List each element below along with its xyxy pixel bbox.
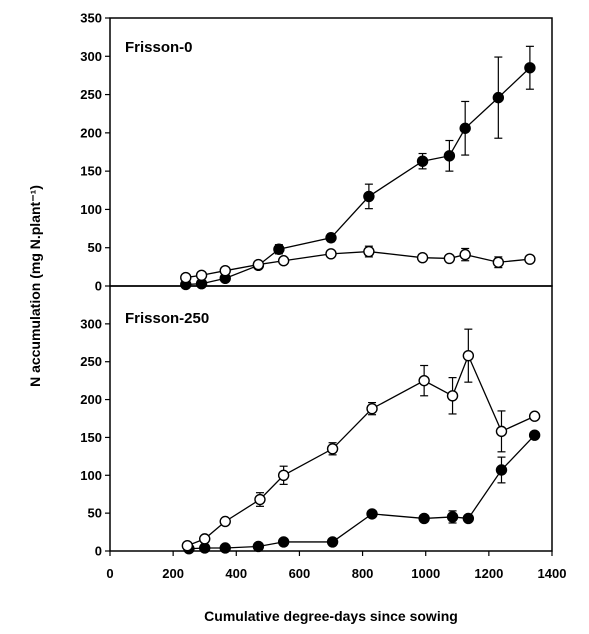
y-tick-label: 200 (80, 392, 102, 407)
data-point-open (446, 390, 459, 402)
data-point-filled (524, 62, 536, 74)
data-point-open (219, 515, 231, 528)
data-point-filled (219, 542, 231, 554)
y-tick-label: 300 (80, 49, 102, 64)
data-point-filled (416, 155, 429, 167)
data-point-open (254, 493, 266, 506)
data-point-open (277, 469, 290, 481)
labels-layer: Frisson-0 Frisson-250 Cumulative degree-… (27, 11, 566, 625)
panel-title-top: Frisson-0 (125, 39, 193, 56)
y-tick-label: 50 (88, 240, 102, 255)
data-point-filled (418, 512, 430, 525)
data-point-open (418, 374, 430, 387)
x-tick-label: 800 (352, 566, 374, 581)
plot-frame-1 (109, 285, 553, 552)
y-tick-label: 350 (80, 11, 102, 26)
data-point-filled (366, 508, 378, 520)
y-tick-label: 250 (80, 87, 102, 102)
y-tick-label: 150 (80, 164, 102, 179)
y-tick-label: 0 (95, 544, 102, 559)
data-point-open (252, 258, 265, 271)
y-tick-label: 50 (88, 506, 102, 521)
data-point-open (181, 540, 194, 552)
y-tick-label: 300 (80, 316, 102, 331)
x-tick-label: 600 (289, 566, 311, 581)
data-point-open (443, 252, 456, 265)
x-tick-label: 400 (225, 566, 247, 581)
data-point-filled (459, 122, 471, 134)
data-point-open (366, 402, 378, 415)
data-point-filled (528, 429, 541, 441)
x-tick-label: 1000 (411, 566, 440, 581)
data-point-filled (492, 91, 505, 104)
x-axis-title: Cumulative degree-days since sowing (204, 608, 458, 624)
data-point-open (495, 425, 508, 438)
data-point-open (199, 533, 211, 545)
data-point-open (195, 269, 208, 281)
data-point-open (459, 248, 471, 261)
data-point-filled (446, 511, 459, 523)
data-point-open (462, 349, 475, 362)
marks-layer (180, 45, 541, 555)
data-point-open (180, 271, 192, 284)
y-tick-label: 250 (80, 354, 102, 369)
data-point-open (528, 410, 541, 422)
data-point-open (325, 248, 337, 260)
x-tick-label: 0 (106, 566, 113, 581)
plot-frame-0 (109, 17, 553, 287)
x-tick-label: 1200 (474, 566, 503, 581)
data-point-open (219, 264, 231, 277)
data-point-open (416, 251, 429, 264)
data-point-filled (462, 512, 475, 525)
y-tick-label: 150 (80, 430, 102, 445)
data-point-open (277, 255, 290, 267)
data-point-filled (277, 536, 290, 548)
axes-layer (105, 17, 553, 556)
y-tick-label: 100 (80, 202, 102, 217)
data-point-filled (273, 243, 285, 255)
y-tick-label: 100 (80, 468, 102, 483)
panel-title-bottom: Frisson-250 (125, 310, 209, 327)
y-axis-title: N accumulation (mg N.plant⁻¹) (27, 185, 43, 387)
data-point-open (492, 256, 505, 268)
data-point-open (363, 245, 375, 258)
data-point-filled (363, 190, 375, 203)
data-point-filled (495, 464, 508, 476)
x-tick-label: 200 (162, 566, 184, 581)
x-tick-label: 1400 (538, 566, 567, 581)
data-point-filled (443, 150, 456, 162)
series-line-open (187, 353, 535, 547)
data-point-filled (252, 540, 265, 553)
data-point-open (326, 443, 339, 455)
series-line-filled (188, 434, 536, 550)
y-tick-label: 200 (80, 125, 102, 140)
data-point-filled (325, 232, 337, 244)
y-tick-label: 0 (95, 279, 102, 294)
data-point-filled (326, 536, 339, 548)
data-point-open (524, 253, 536, 265)
